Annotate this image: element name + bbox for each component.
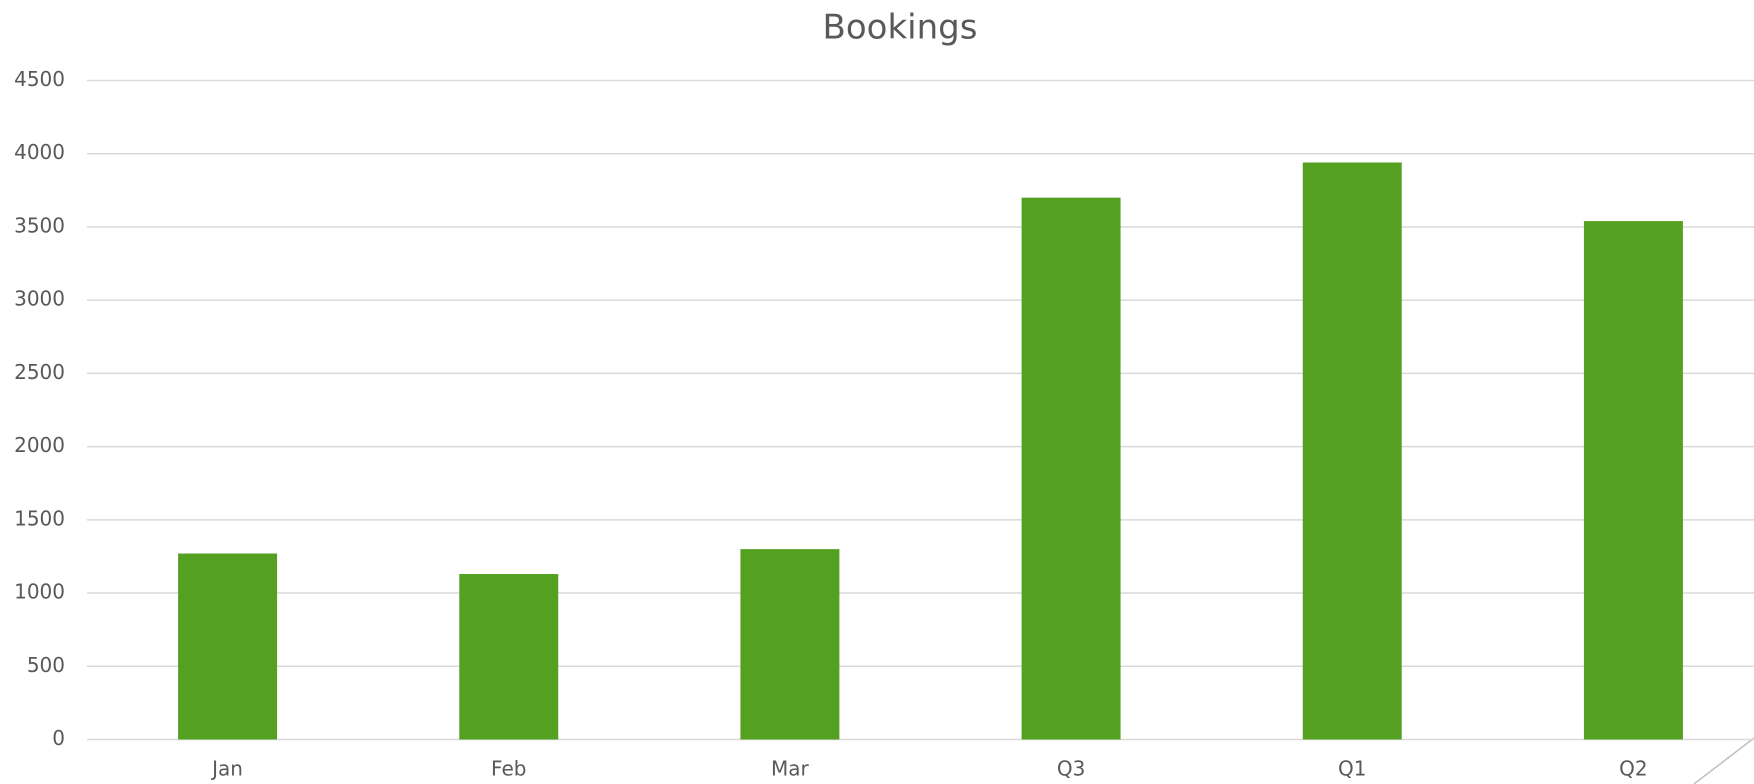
y-tick-label: 2000 xyxy=(14,433,65,457)
bar xyxy=(178,553,278,740)
y-tick-label: 4000 xyxy=(14,140,65,164)
x-tick-label: Mar xyxy=(771,757,810,781)
y-tick-label: 0 xyxy=(52,726,65,750)
bar xyxy=(1583,221,1683,740)
y-tick-label: 3500 xyxy=(14,213,65,237)
chart-title: Bookings xyxy=(823,8,978,48)
x-tick-label: Jan xyxy=(210,757,243,781)
x-tick-label: Feb xyxy=(491,757,526,781)
y-tick-label: 500 xyxy=(27,653,65,677)
y-tick-label: 2500 xyxy=(14,360,65,384)
y-tick-label: 1500 xyxy=(14,506,65,530)
x-tick-label: Q1 xyxy=(1338,757,1366,781)
y-tick-label: 1000 xyxy=(14,580,65,604)
bar xyxy=(459,574,559,740)
corner-decoration xyxy=(1693,737,1754,784)
bar xyxy=(740,549,840,740)
bar xyxy=(1302,162,1402,740)
bar xyxy=(1021,197,1121,740)
y-tick-label: 3000 xyxy=(14,287,65,311)
y-tick-label: 4500 xyxy=(14,67,65,91)
x-tick-label: Q3 xyxy=(1057,757,1085,781)
x-tick-label: Q2 xyxy=(1619,757,1647,781)
